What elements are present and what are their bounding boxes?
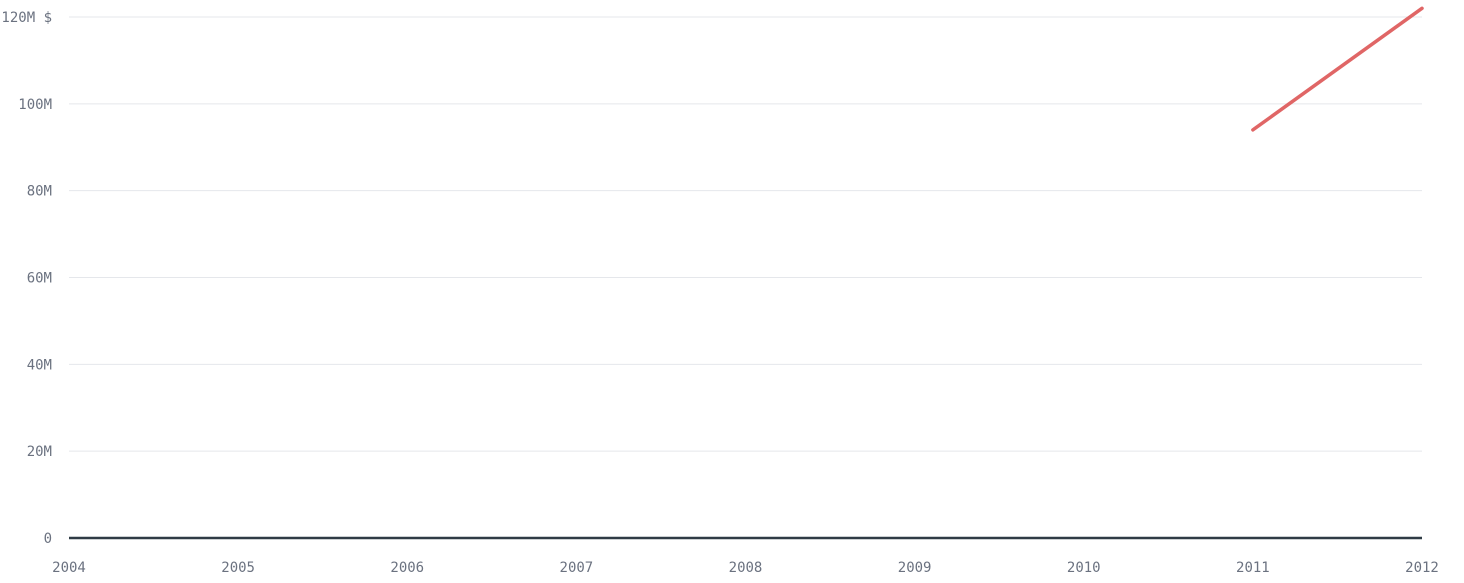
y-axis-ticks: 0 20M 40M 60M 80M 100M 120M $ [1,10,52,547]
y-tick-label: 60M [27,271,52,287]
grid-lines [69,16,1422,452]
x-tick-label: 2004 [52,560,86,576]
y-tick-label: 20M [27,444,52,460]
x-tick-label: 2012 [1405,560,1439,576]
x-axis-ticks: 2004 2005 2006 2007 2008 2009 2010 2011 2012 [52,560,1439,576]
x-tick-label: 2011 [1236,560,1270,576]
y-tick-label: 0 [44,531,52,547]
y-tick-label: 40M [27,357,52,373]
series-lines [1251,6,1424,132]
x-tick-label: 2005 [221,560,255,576]
series-line [1251,6,1424,132]
y-tick-label: 80M [27,184,52,200]
x-tick-label: 2008 [729,560,763,576]
y-tick-label: 100M [18,97,52,113]
x-tick-label: 2007 [560,560,594,576]
x-tick-label: 2006 [390,560,424,576]
x-tick-label: 2010 [1067,560,1101,576]
y-tick-label: 120M $ [1,10,52,26]
x-tick-label: 2009 [898,560,932,576]
